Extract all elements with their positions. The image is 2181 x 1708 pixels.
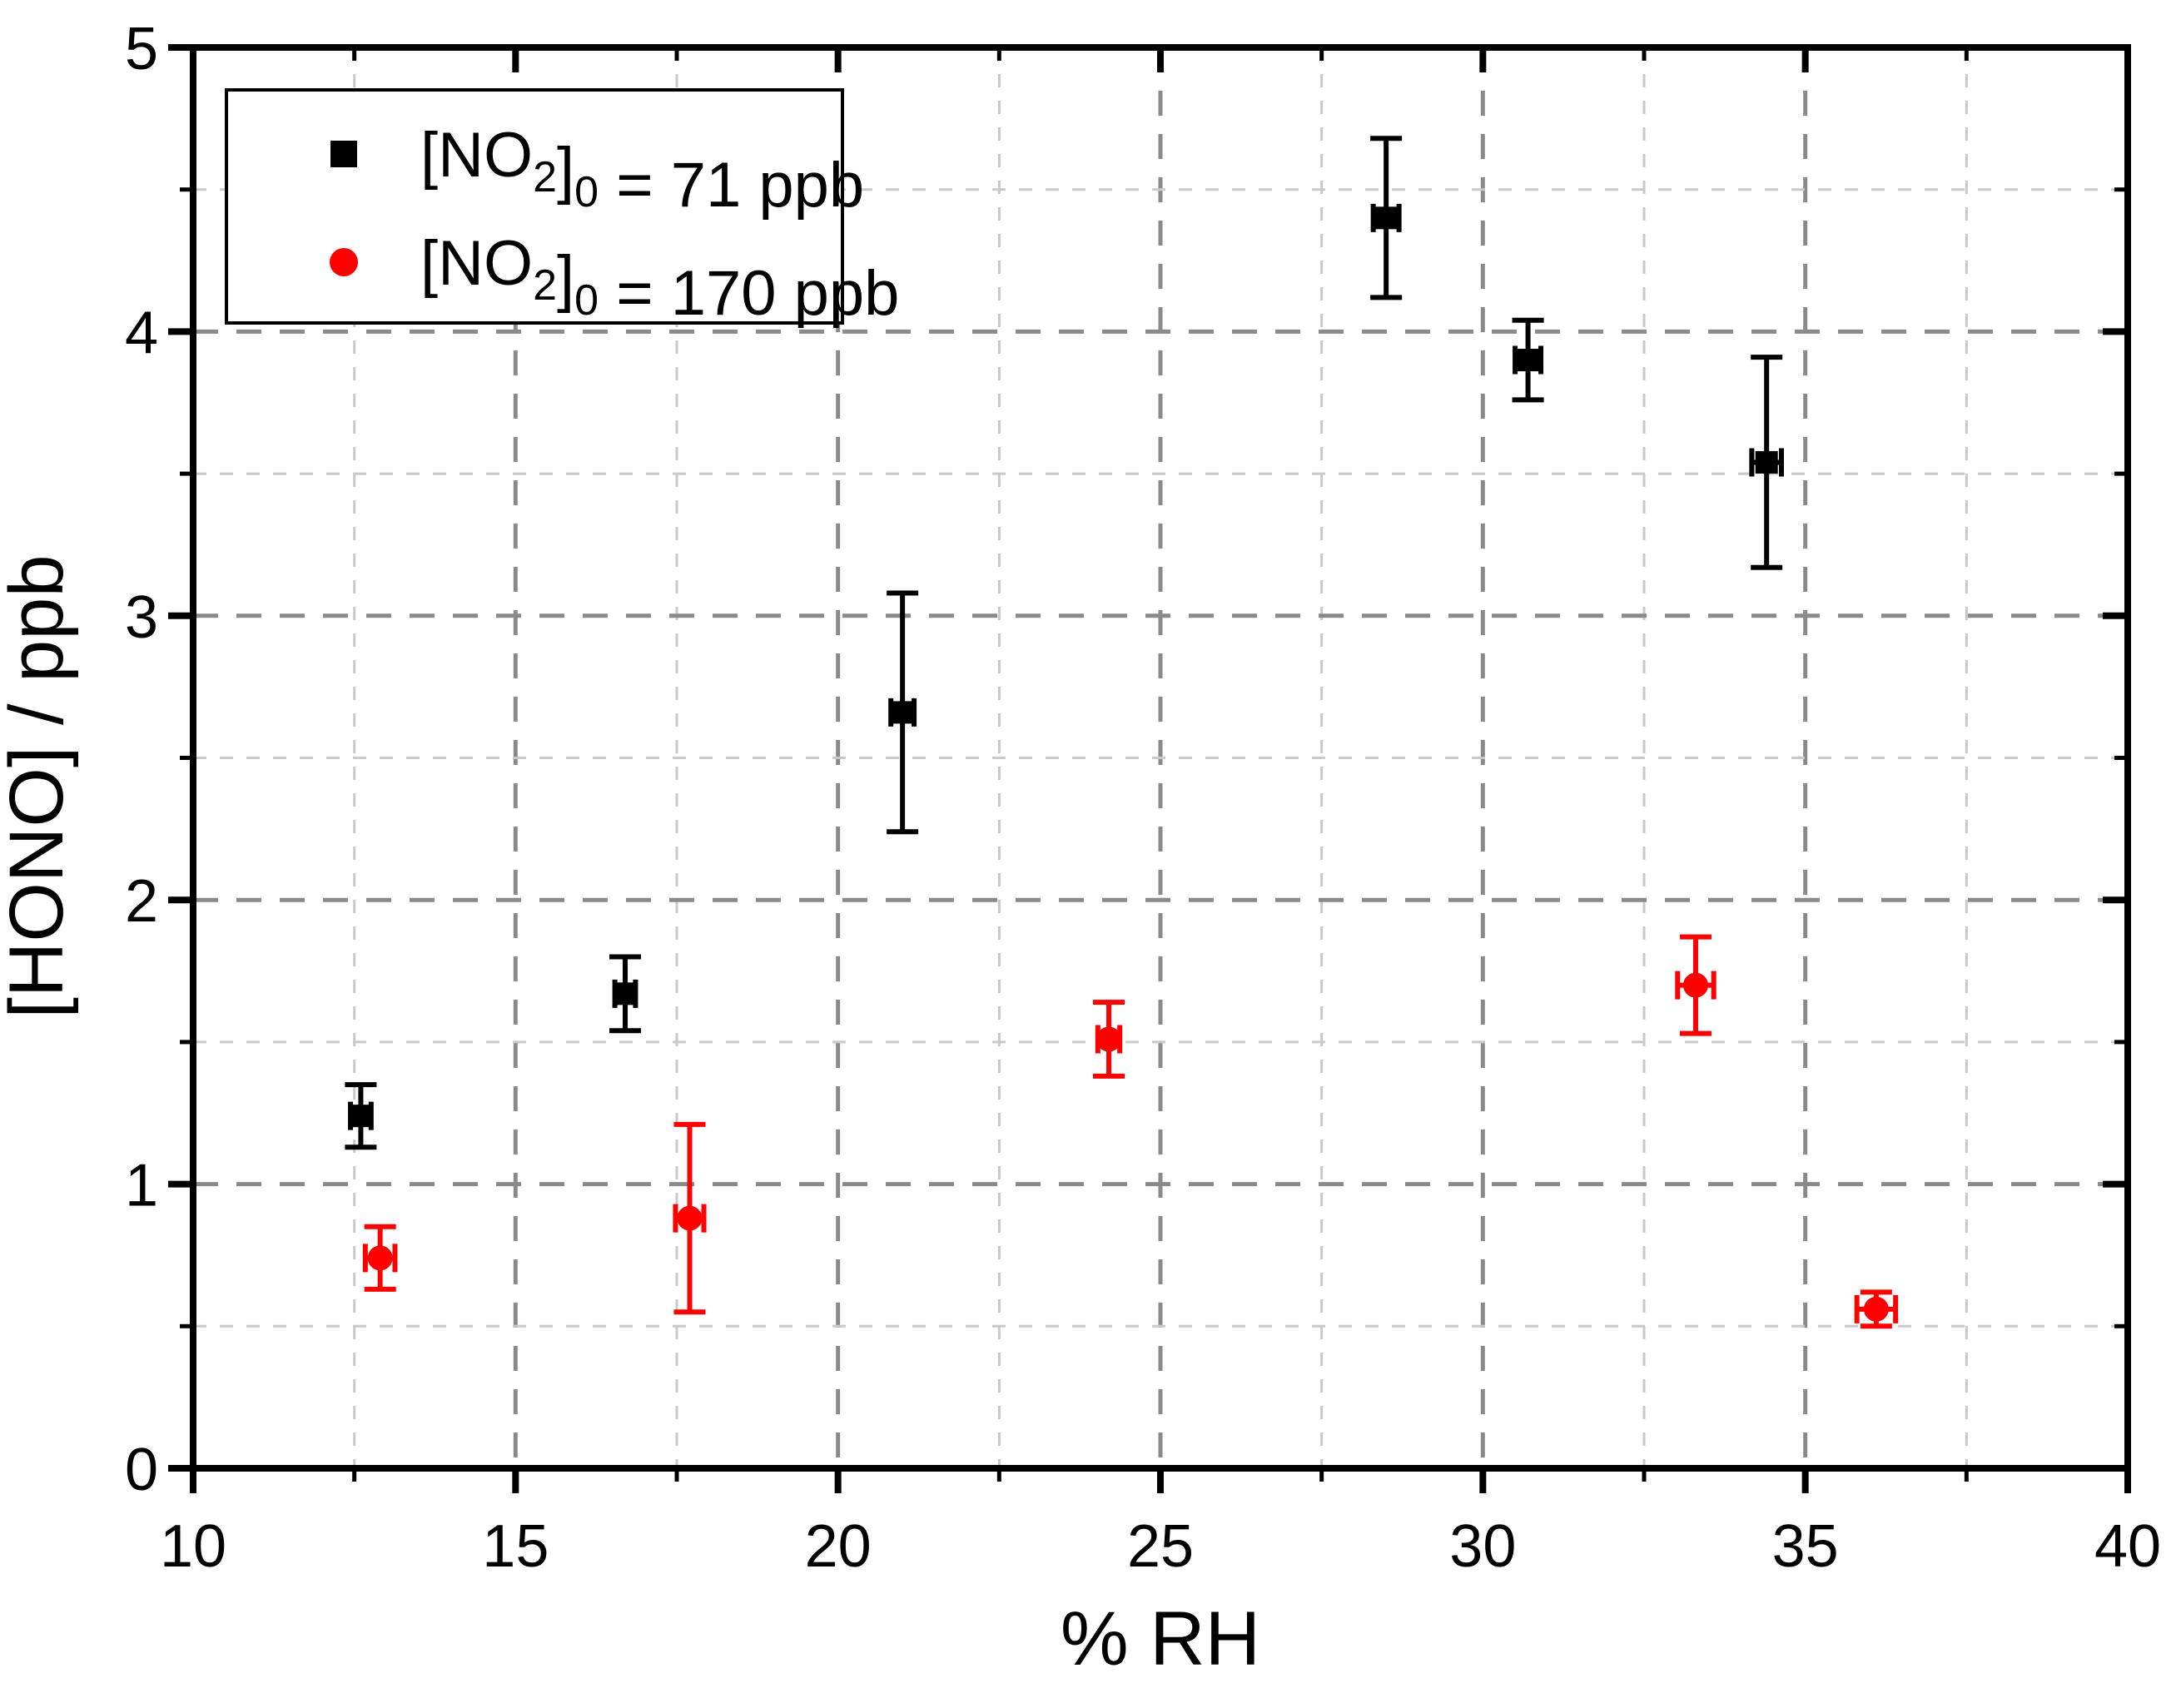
data-point: [1749, 355, 1785, 570]
legend: [NO2]0 = 71 ppb[NO2]0 = 170 ppb: [225, 88, 899, 329]
data-point: [362, 1224, 398, 1292]
y-tick-label: 5: [125, 16, 158, 82]
legend-entry-label: [NO2]0 = 71 ppb: [420, 120, 864, 221]
data-point: [1370, 136, 1403, 300]
legend-square-marker: [330, 141, 357, 167]
data-point: [673, 1121, 707, 1315]
square-marker: [614, 982, 637, 1005]
x-tick-label: 10: [160, 1513, 226, 1580]
series-1: [345, 136, 1785, 1150]
x-tick-label: 20: [805, 1513, 872, 1580]
data-point: [1854, 1289, 1899, 1329]
x-axis-tick-labels: 10 15 20 25 30 35 40: [160, 1513, 2161, 1580]
axis-ticks: [168, 44, 2131, 1493]
circle-marker: [367, 1245, 393, 1271]
legend-box: [225, 88, 844, 325]
x-tick-label: 30: [1449, 1513, 1516, 1580]
circle-marker: [1863, 1296, 1889, 1322]
data-point: [345, 1082, 377, 1150]
circle-marker: [677, 1205, 703, 1231]
legend-circle-marker: [330, 248, 358, 276]
x-tick-label: 35: [1772, 1513, 1839, 1580]
x-axis-title: % RH: [1061, 1596, 1260, 1681]
gridlines: [193, 47, 2128, 1468]
y-axis-title: [HONO] / ppb: [0, 554, 79, 1018]
data-point: [1093, 1000, 1125, 1079]
data-point: [609, 954, 642, 1034]
x-tick-label: 40: [2094, 1513, 2161, 1580]
data-point: [1512, 317, 1544, 403]
square-marker: [891, 701, 914, 724]
y-tick-label: 1: [125, 1153, 158, 1219]
y-tick-label: 2: [125, 868, 158, 935]
square-marker: [1374, 206, 1398, 230]
data-point: [1675, 934, 1716, 1036]
square-marker: [1517, 349, 1540, 372]
circle-marker: [1682, 972, 1708, 998]
data-series-layer: [345, 136, 1899, 1329]
y-tick-label: 3: [125, 584, 158, 651]
legend-entry-label: [NO2]0 = 170 ppb: [420, 228, 899, 329]
x-tick-label: 15: [482, 1513, 549, 1580]
square-marker: [349, 1105, 372, 1128]
series-2: [362, 934, 1899, 1329]
data-point: [887, 590, 919, 835]
y-axis-tick-labels: 0 1 2 3 4 5: [125, 16, 158, 1503]
y-tick-label: 4: [125, 300, 158, 366]
y-tick-label: 0: [125, 1437, 158, 1503]
x-tick-label: 25: [1127, 1513, 1194, 1580]
circle-marker: [1096, 1026, 1122, 1052]
square-marker: [1755, 450, 1778, 474]
